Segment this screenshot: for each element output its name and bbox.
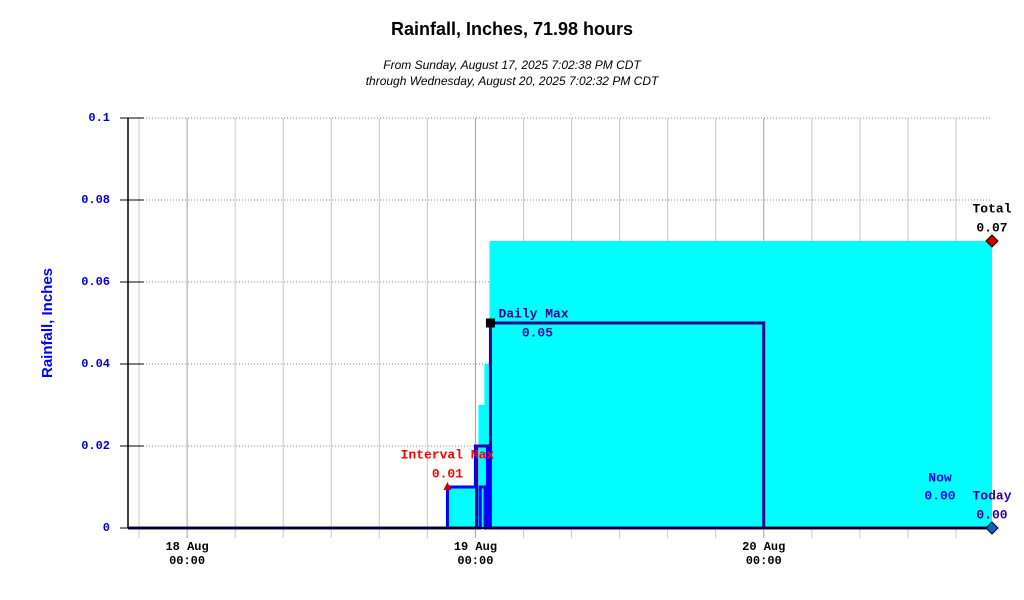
y-tick-label: 0.02 <box>81 439 110 453</box>
annotation-label: Interval Max <box>401 447 495 462</box>
annotation-value: 0.00 <box>924 488 955 503</box>
y-tick-label: 0.06 <box>81 275 110 289</box>
marker <box>485 318 495 328</box>
y-tick-label: 0.08 <box>81 193 110 207</box>
subtitle: From Sunday, August 17, 2025 7:02:38 PM … <box>383 58 642 72</box>
subtitle: through Wednesday, August 20, 2025 7:02:… <box>366 74 660 88</box>
marker <box>985 234 999 248</box>
annotation-label: Now <box>928 470 952 485</box>
x-tick-label: 20 Aug 00:00 <box>742 540 786 568</box>
x-tick-label: 19 Aug 00:00 <box>453 540 498 568</box>
y-tick-label: 0 <box>103 521 110 535</box>
x-tick-label: 18 Aug 00:00 <box>165 540 209 568</box>
marker <box>985 521 999 535</box>
area <box>128 241 992 528</box>
annotation-label: Daily Max <box>498 306 568 321</box>
line <box>128 321 992 530</box>
annotation-label: Today <box>972 488 1011 503</box>
chart-title: Rainfall, Inches, 71.98 hours <box>391 19 633 39</box>
annotation-value: 0.00 <box>976 507 1007 522</box>
annotation-label: Total <box>972 201 1011 216</box>
y-axis-label: Rainfall, Inches <box>39 268 56 378</box>
annotation-value: 0.07 <box>976 220 1007 235</box>
marker <box>443 482 452 490</box>
y-tick-label: 0.1 <box>88 111 110 125</box>
y-tick-label: 0.04 <box>81 357 110 371</box>
annotation-value: 0.01 <box>432 466 463 481</box>
annotation-value: 0.05 <box>522 325 553 340</box>
